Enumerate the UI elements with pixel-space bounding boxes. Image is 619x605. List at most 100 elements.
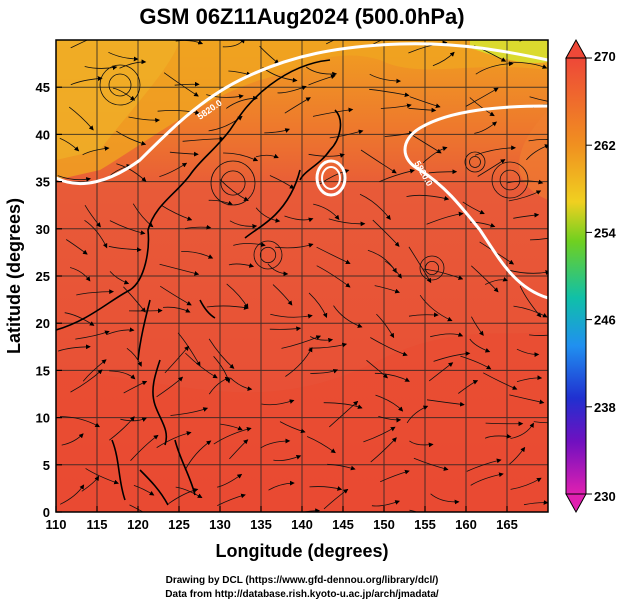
streamline <box>529 237 548 241</box>
streamline <box>217 493 246 506</box>
streamline <box>185 352 218 379</box>
streamline <box>129 504 144 512</box>
streamline-vortex <box>464 151 486 173</box>
streamline <box>516 348 540 357</box>
streamline <box>374 285 400 294</box>
streamline <box>233 242 266 247</box>
wind-streamlines <box>57 40 548 512</box>
streamline <box>430 332 464 338</box>
streamline-vortex <box>499 169 521 191</box>
streamline <box>506 179 544 185</box>
streamline <box>128 116 160 123</box>
streamline <box>360 149 397 174</box>
streamline <box>228 263 255 268</box>
streamline <box>529 96 548 102</box>
streamline <box>326 40 336 45</box>
streamline <box>109 416 135 441</box>
streamline <box>462 201 485 215</box>
streamline <box>432 51 455 67</box>
streamline <box>370 437 397 463</box>
streamline <box>217 473 243 488</box>
streamline <box>175 486 203 498</box>
streamline <box>184 440 212 471</box>
colorbar: 270 262 254 246 238 230 <box>565 38 616 514</box>
streamline <box>206 305 249 310</box>
streamline <box>372 40 383 45</box>
streamline <box>409 509 418 512</box>
streamline <box>371 500 400 507</box>
streamline <box>308 292 328 319</box>
x-tick-label: 145 <box>332 517 354 532</box>
streamline <box>470 472 504 486</box>
y-tick-label: 35 <box>36 175 50 190</box>
streamline <box>133 485 155 496</box>
streamline <box>159 285 192 306</box>
streamline <box>409 96 441 109</box>
streamline <box>64 312 95 326</box>
streamline <box>474 121 498 134</box>
streamline <box>316 265 351 288</box>
streamline <box>426 399 465 407</box>
y-tick-label: 15 <box>36 363 50 378</box>
streamline <box>284 97 311 114</box>
streamline <box>65 239 88 255</box>
streamline <box>369 73 402 84</box>
streamline <box>475 61 514 75</box>
streamline <box>75 330 110 340</box>
streamline <box>513 305 548 318</box>
y-tick-label: 10 <box>36 411 50 426</box>
streamline <box>309 342 348 349</box>
streamline <box>426 211 464 225</box>
streamline <box>471 265 499 293</box>
streamline-vortex <box>259 246 277 264</box>
streamline <box>284 215 314 223</box>
northwest-orange-region <box>56 40 180 160</box>
streamline <box>369 88 410 98</box>
streamline <box>130 434 159 461</box>
streamline <box>408 107 437 113</box>
x-tick-label: 115 <box>87 517 108 532</box>
x-tick-label: 140 <box>291 517 313 532</box>
lat-lon-grid <box>56 40 548 512</box>
streamline <box>109 220 146 235</box>
streamline-vortex <box>491 161 529 199</box>
streamline <box>112 87 136 101</box>
streamline <box>70 40 96 49</box>
streamline <box>323 488 349 510</box>
streamline <box>208 338 235 369</box>
streamline <box>70 76 103 86</box>
colorbar-tick-label: 246 <box>594 313 616 328</box>
streamline <box>269 326 302 332</box>
streamline <box>359 193 391 221</box>
streamline <box>156 431 192 448</box>
streamline <box>380 469 410 483</box>
streamline <box>510 422 534 439</box>
coastlines <box>56 59 342 506</box>
x-tick-label: 120 <box>127 517 149 532</box>
streamline <box>378 416 402 423</box>
streamline <box>116 130 147 146</box>
streamline <box>169 151 199 157</box>
streamline <box>328 218 366 227</box>
streamline <box>272 284 293 306</box>
streamline <box>84 65 118 71</box>
streamline <box>285 347 313 377</box>
streamline <box>108 245 142 253</box>
streamline <box>208 115 243 132</box>
footer-credit-dcl: Drawing by DCL (https://www.gfd-dennou.o… <box>166 575 439 586</box>
streamline <box>508 61 548 69</box>
streamline <box>366 359 389 379</box>
streamline <box>59 416 100 428</box>
streamline <box>270 313 313 319</box>
streamline <box>260 438 291 449</box>
x-axis: 110 115 120 125 130 135 140 145 150 155 160 165 <box>46 506 518 532</box>
streamline <box>181 250 214 259</box>
x-tick-label: 165 <box>496 517 518 532</box>
streamline <box>363 426 396 443</box>
streamline <box>308 153 345 158</box>
streamline <box>82 359 107 382</box>
streamline <box>306 436 336 454</box>
streamline <box>208 376 230 395</box>
streamline-vortex <box>220 170 246 196</box>
streamline <box>474 145 516 156</box>
